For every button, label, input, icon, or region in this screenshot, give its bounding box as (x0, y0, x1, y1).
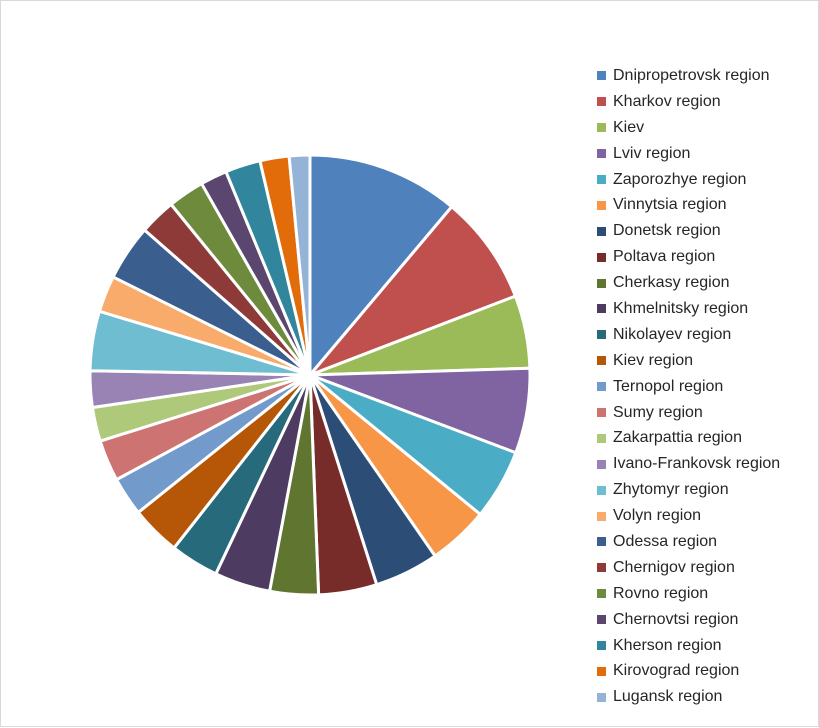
legend-item: Dnipropetrovsk region (597, 63, 780, 89)
legend-item: Poltava region (597, 244, 780, 270)
legend-swatch (597, 278, 606, 288)
legend-item: Ivano-Frankovsk region (597, 451, 780, 477)
legend-swatch (597, 641, 606, 651)
legend-item: Rovno region (597, 581, 780, 607)
legend-item: Kiev region (597, 348, 780, 374)
legend-swatch (597, 226, 606, 236)
legend-item: Vinnytsia region (597, 192, 780, 218)
pie-slice-1 (308, 205, 517, 377)
legend-label: Kharkov region (613, 92, 721, 110)
legend-item: Lviv region (597, 141, 780, 167)
legend-label: Poltava region (613, 248, 716, 266)
legend-label: Rovno region (613, 584, 709, 602)
legend-label: Ternopol region (613, 377, 724, 395)
legend-swatch (597, 615, 606, 625)
legend-label: Lviv region (613, 144, 691, 162)
legend-item: Volyn region (597, 503, 780, 529)
legend-item: Kherson region (597, 633, 780, 659)
legend-swatch (597, 382, 606, 392)
legend-label: Zaporozhye region (613, 170, 747, 188)
legend-swatch (597, 330, 606, 340)
legend-label: Kiev region (613, 351, 694, 369)
legend-item: Cherkasy region (597, 270, 780, 296)
legend-swatch (597, 459, 606, 469)
legend-label: Sumy region (613, 403, 703, 421)
legend: Dnipropetrovsk region Kharkov region Kiev L… (597, 63, 780, 710)
legend-label: Kirovograd region (613, 662, 740, 680)
legend-item: Kirovograd region (597, 658, 780, 684)
pie-slice-24 (287, 153, 312, 377)
legend-label: Vinnytsia region (613, 196, 727, 214)
legend-item: Zhytomyr region (597, 477, 780, 503)
legend-swatch (597, 666, 606, 676)
legend-item: Nikolayev region (597, 322, 780, 348)
legend-label: Zhytomyr region (613, 481, 729, 499)
legend-label: Kherson region (613, 636, 722, 654)
legend-swatch (597, 408, 606, 418)
legend-label: Chernigov region (613, 558, 735, 576)
legend-label: Kiev (613, 118, 645, 136)
legend-label: Ivano-Frankovsk region (613, 455, 781, 473)
legend-swatch (597, 537, 606, 547)
legend-item: Zaporozhye region (597, 167, 780, 193)
legend-item: Chernovtsi region (597, 607, 780, 633)
legend-label: Chernovtsi region (613, 610, 739, 628)
legend-swatch (597, 149, 606, 159)
legend-swatch (597, 433, 606, 443)
legend-item: Sumy region (597, 400, 780, 426)
legend-label: Lugansk region (613, 688, 723, 706)
legend-swatch (597, 97, 606, 107)
legend-item: Ternopol region (597, 374, 780, 400)
legend-item: Zakarpattia region (597, 425, 780, 451)
legend-label: Donetsk region (613, 222, 721, 240)
legend-swatch (597, 71, 606, 81)
legend-swatch (597, 123, 606, 133)
legend-swatch (597, 589, 606, 599)
legend-item: Kharkov region (597, 89, 780, 115)
legend-label: Khmelnitsky region (613, 299, 749, 317)
legend-swatch (597, 304, 606, 314)
legend-label: Volyn region (613, 507, 702, 525)
legend-item: Kiev (597, 115, 780, 141)
legend-swatch (597, 692, 606, 702)
legend-swatch (597, 200, 606, 210)
legend-swatch (597, 252, 606, 262)
pie-chart (88, 153, 532, 597)
legend-swatch (597, 485, 606, 495)
legend-label: Odessa region (613, 532, 718, 550)
legend-label: Nikolayev region (613, 325, 732, 343)
legend-item: Donetsk region (597, 218, 780, 244)
legend-swatch (597, 511, 606, 521)
legend-label: Cherkasy region (613, 274, 730, 292)
pie-slice-0 (308, 153, 454, 377)
legend-item: Chernigov region (597, 555, 780, 581)
legend-swatch (597, 175, 606, 184)
legend-label: Zakarpattia region (613, 429, 742, 447)
legend-item: Khmelnitsky region (597, 296, 780, 322)
legend-item: Odessa region (597, 529, 780, 555)
legend-swatch (597, 356, 606, 366)
legend-label: Dnipropetrovsk region (613, 66, 770, 84)
legend-item: Lugansk region (597, 684, 780, 710)
legend-swatch (597, 563, 606, 573)
